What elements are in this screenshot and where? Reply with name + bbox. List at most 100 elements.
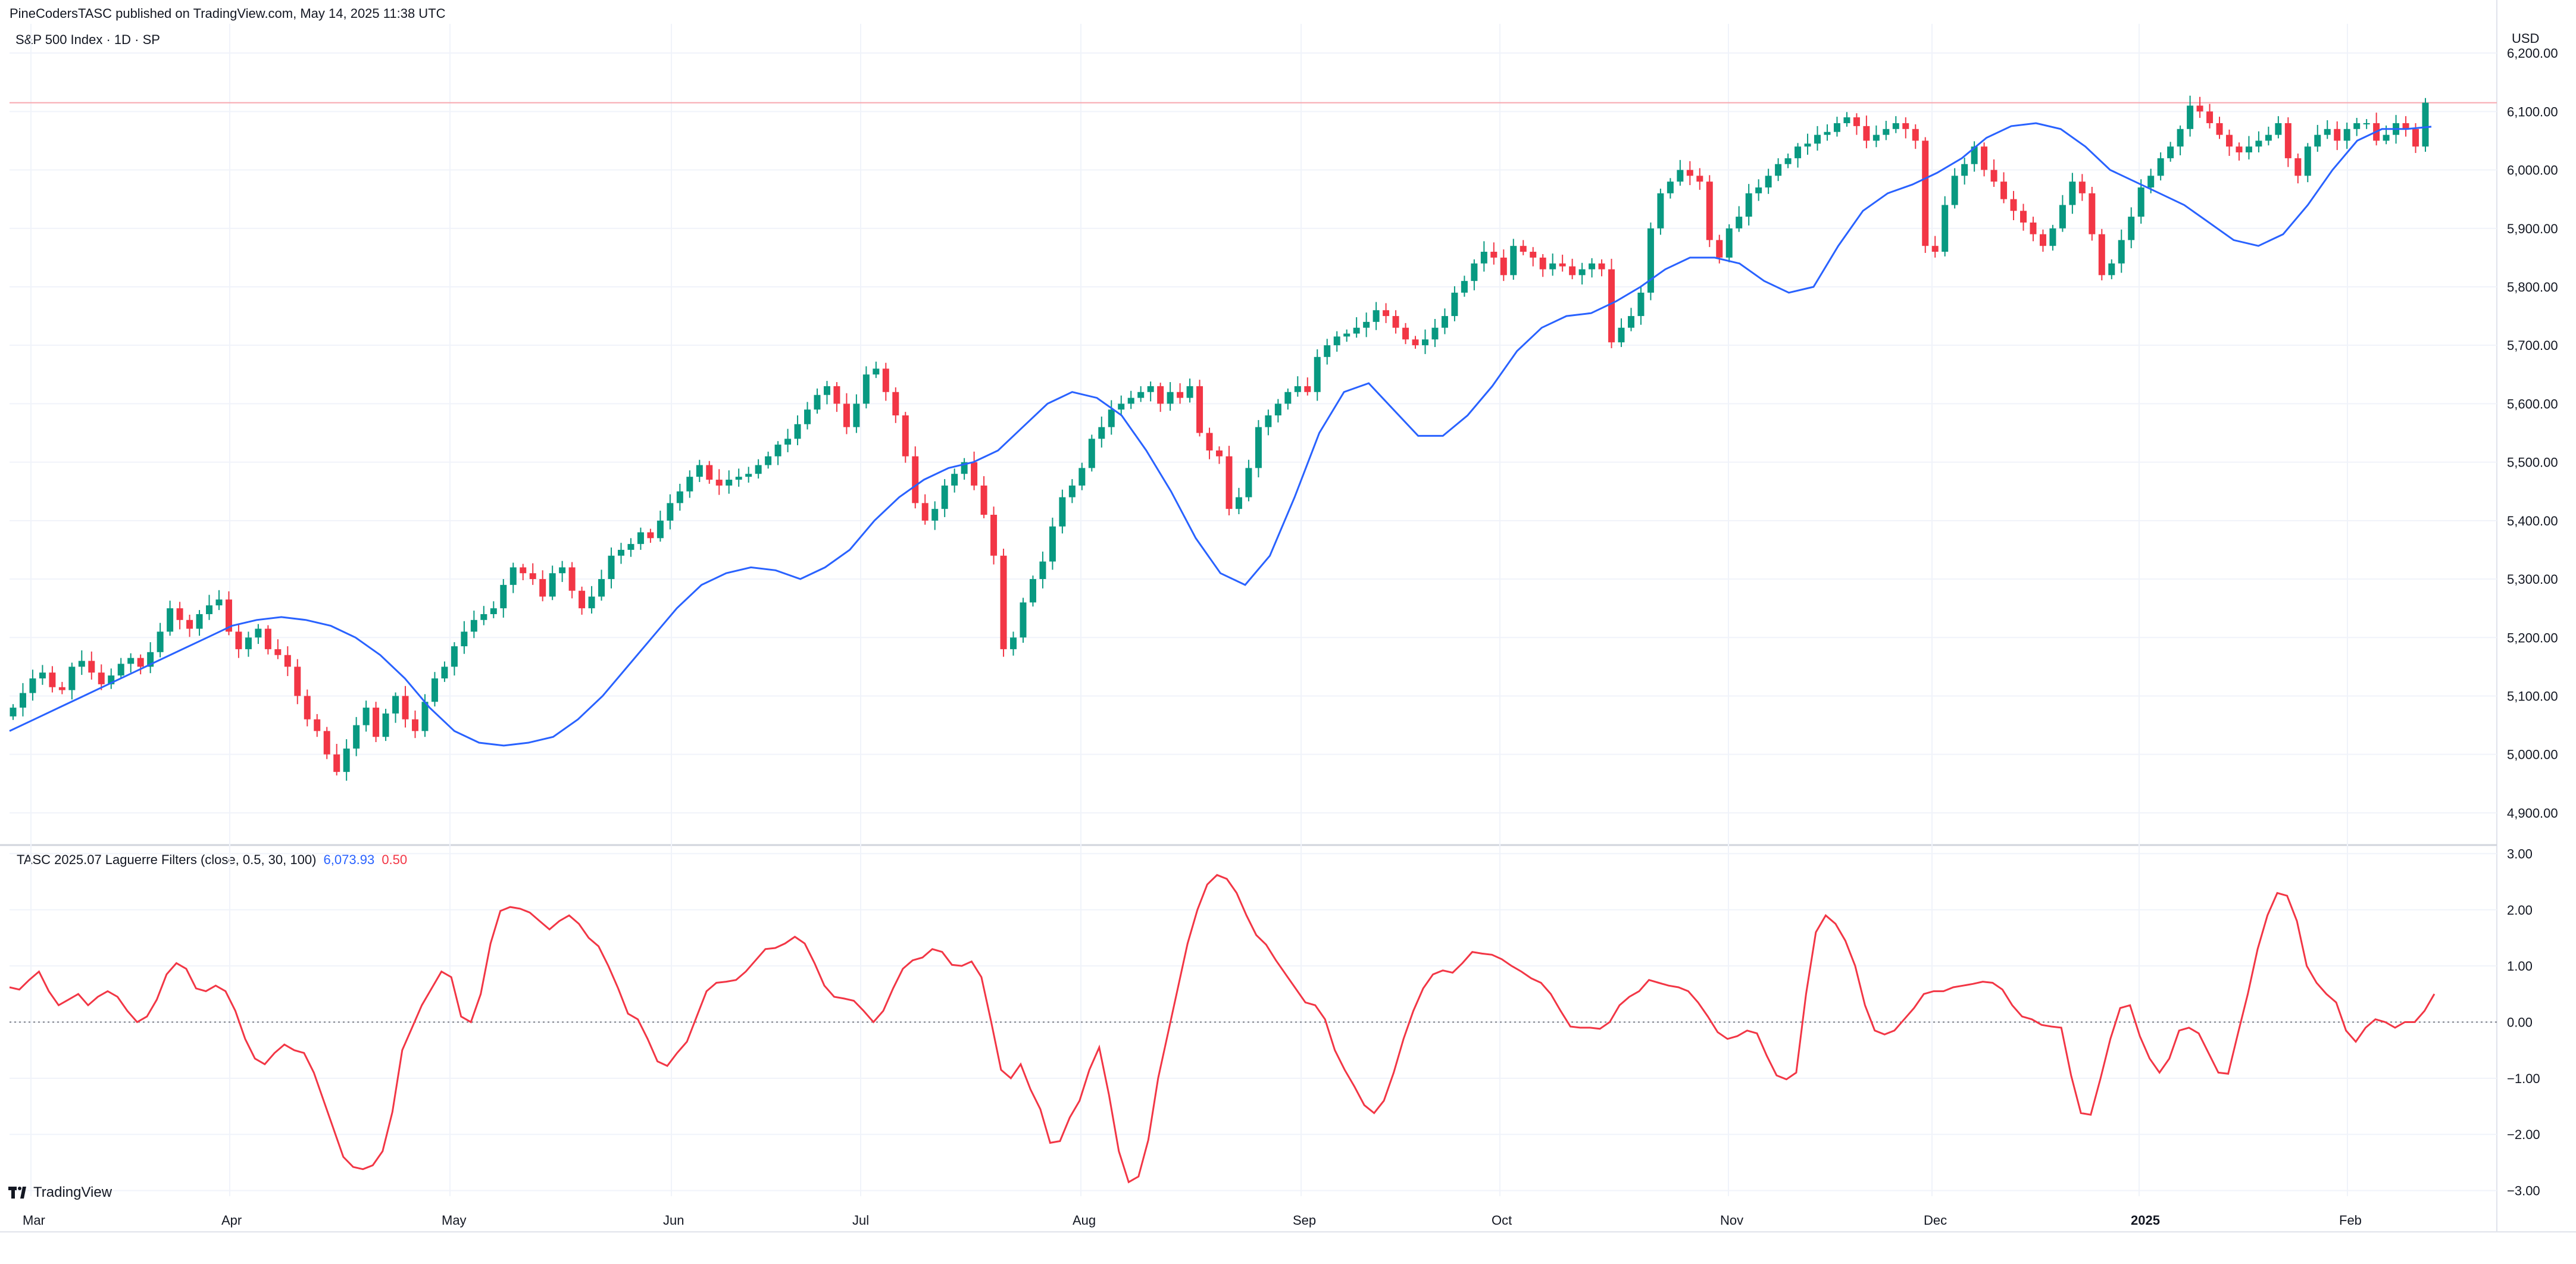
candle <box>2216 117 2223 139</box>
candle <box>814 388 821 414</box>
osc-y-tick-label: −2.00 <box>2507 1127 2540 1142</box>
y-tick-label: 5,400.00 <box>2507 514 2558 528</box>
candle-body <box>255 628 262 638</box>
candle <box>1549 253 1556 276</box>
candle <box>1961 157 1968 185</box>
candle-body <box>941 485 948 509</box>
candle <box>902 412 909 463</box>
candle <box>1127 390 1134 409</box>
candle <box>2187 95 2194 137</box>
x-tick-label: Mar <box>23 1213 45 1228</box>
osc-y-tick-label: 2.00 <box>2507 903 2533 918</box>
candle <box>1784 154 1792 168</box>
candle-body <box>1314 356 1321 392</box>
candle <box>1843 112 1850 127</box>
tradingview-logo[interactable]: TradingView <box>8 1184 112 1201</box>
candle <box>1922 137 1929 253</box>
candle-body <box>2118 240 2125 264</box>
candle <box>1363 312 1370 337</box>
candle <box>990 506 998 565</box>
candle-body <box>568 567 576 591</box>
candle <box>294 659 301 705</box>
candle <box>2225 129 2233 156</box>
candle-body <box>2128 217 2135 240</box>
candle <box>1736 206 1743 232</box>
candle <box>2098 229 2105 281</box>
candle-body <box>1441 316 1448 328</box>
candle-body <box>1833 123 1840 132</box>
candle-body <box>1451 292 1458 317</box>
symbol-title[interactable]: S&P 500 Index · 1D · SP <box>15 32 160 47</box>
candle-body <box>2255 140 2262 147</box>
candle-body <box>147 652 154 667</box>
candle <box>2196 96 2203 118</box>
candle <box>598 570 605 601</box>
candle <box>1000 548 1007 657</box>
candle <box>1480 241 1487 272</box>
candle <box>1706 175 1713 248</box>
candle-body <box>49 672 56 687</box>
candle-body <box>2157 158 2164 176</box>
candle <box>627 538 634 557</box>
candle-body <box>1059 497 1066 527</box>
candle <box>509 562 517 593</box>
candle <box>617 543 624 564</box>
candle-body <box>539 579 546 597</box>
candle-body <box>1971 146 1978 164</box>
candle <box>68 662 76 700</box>
candle-body <box>1471 263 1478 281</box>
candle-body <box>412 719 418 731</box>
candle-body <box>794 424 801 439</box>
candle <box>1833 117 1840 137</box>
x-tick-label: Dec <box>1924 1213 1947 1228</box>
candle <box>1304 377 1311 396</box>
candle <box>1255 420 1262 478</box>
candle <box>1667 178 1674 199</box>
candle-body <box>2304 146 2311 176</box>
candle <box>1461 276 1468 297</box>
candle <box>2118 229 2125 273</box>
candle-body <box>2314 134 2321 147</box>
candle <box>1294 376 1301 397</box>
candle-body <box>2422 102 2429 147</box>
x-tick-label: Oct <box>1492 1213 1512 1228</box>
candle <box>2206 104 2214 129</box>
candle <box>2314 124 2321 152</box>
candle-body <box>2078 182 2086 193</box>
candle <box>2078 174 2086 201</box>
candle <box>98 664 105 690</box>
candle-body <box>1657 193 1664 229</box>
candle-body <box>608 555 615 580</box>
candle <box>10 704 17 720</box>
candle-body <box>1098 427 1105 439</box>
candle-body <box>1961 164 1968 176</box>
candle-body <box>1127 398 1134 404</box>
candle <box>1745 184 1752 226</box>
candle <box>882 362 889 401</box>
candle-body <box>10 708 17 717</box>
candle-body <box>559 567 566 574</box>
candle-body <box>441 667 448 678</box>
x-tick-label: Sep <box>1293 1213 1316 1228</box>
candle <box>1863 115 1870 149</box>
candle <box>539 570 546 602</box>
candle <box>461 621 468 654</box>
candle <box>755 459 762 479</box>
candle <box>1206 427 1213 459</box>
candle-body <box>373 708 380 737</box>
candle <box>2137 179 2144 224</box>
candle <box>588 586 595 614</box>
candle <box>1226 446 1233 515</box>
indicator-legend[interactable]: TASC 2025.07 Laguerre Filters (close, 0.… <box>17 852 411 868</box>
candle-body <box>2069 182 2076 205</box>
candle <box>255 624 262 644</box>
candle-body <box>2000 182 2008 199</box>
candle-body <box>500 584 507 609</box>
candle-body <box>2187 105 2194 129</box>
candle <box>2157 152 2164 181</box>
candle <box>490 601 497 618</box>
candle <box>1343 329 1350 342</box>
candle-body <box>2324 129 2331 135</box>
candle <box>2000 172 2008 204</box>
